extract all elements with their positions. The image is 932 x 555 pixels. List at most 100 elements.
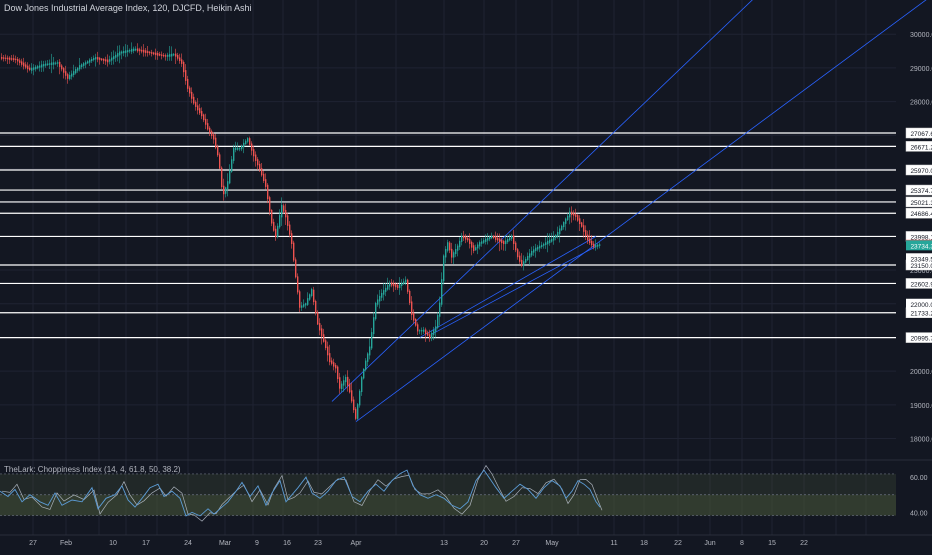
candle-body xyxy=(565,218,567,224)
candle-body xyxy=(355,408,357,419)
candle-body xyxy=(383,290,385,295)
candle-body xyxy=(129,50,131,52)
price-badge-label: 24686.49 xyxy=(910,211,932,218)
candle-body xyxy=(285,209,287,218)
candles[interactable] xyxy=(1,42,601,421)
candle-body xyxy=(437,315,439,328)
candle-body xyxy=(351,390,353,402)
candle-body xyxy=(365,360,367,370)
candle-body xyxy=(505,240,507,245)
chop-band xyxy=(0,473,896,516)
price-badge-label: 27067.63 xyxy=(910,131,932,138)
candle-body xyxy=(497,237,499,241)
x-tick-label: 27 xyxy=(29,540,37,547)
candle-body xyxy=(255,154,257,161)
candle-body xyxy=(407,279,409,292)
candle-body xyxy=(391,282,393,286)
candle-body xyxy=(519,255,521,262)
candle-body xyxy=(337,366,339,380)
candle-body xyxy=(547,240,549,245)
candle-body xyxy=(559,228,561,235)
candle-body xyxy=(449,242,451,251)
candle-body xyxy=(513,235,515,244)
candle-body xyxy=(441,279,443,305)
candle-body xyxy=(595,245,597,248)
trendlines[interactable] xyxy=(331,0,932,422)
candle-body xyxy=(115,54,117,58)
candle-body xyxy=(381,292,383,298)
candle-body xyxy=(3,57,5,59)
x-tick-label: 15 xyxy=(768,540,776,547)
candle-body xyxy=(279,215,281,228)
candle-body xyxy=(303,304,305,307)
candle-body xyxy=(267,184,269,200)
candle-body xyxy=(535,247,537,251)
candle-body xyxy=(421,330,423,332)
candle-body xyxy=(359,390,361,406)
candle-body xyxy=(277,225,279,237)
trendline[interactable] xyxy=(331,0,757,402)
candle-body xyxy=(485,238,487,242)
candle-body xyxy=(63,68,65,73)
trendline[interactable] xyxy=(431,246,597,335)
support-resistance-lines[interactable] xyxy=(0,132,896,339)
trendline[interactable] xyxy=(419,236,597,338)
candle-body xyxy=(205,118,207,125)
candle-body xyxy=(97,57,99,60)
price-badge-label: 25970.07 xyxy=(910,168,932,175)
candle-body xyxy=(291,233,293,244)
candle-body xyxy=(587,234,589,241)
candle-body xyxy=(41,64,43,68)
candle-body xyxy=(203,114,205,121)
candle-body xyxy=(393,283,395,287)
candle-body xyxy=(149,51,151,54)
candle-body xyxy=(173,54,175,56)
candle-body xyxy=(219,154,221,169)
y-tick-label: 28000.00 xyxy=(910,100,932,107)
candle-body xyxy=(343,380,345,386)
candle-body xyxy=(155,52,157,56)
candle-body xyxy=(271,209,273,224)
candle-body xyxy=(479,242,481,247)
candle-body xyxy=(305,303,307,306)
candle-body xyxy=(347,376,349,386)
candle-body xyxy=(367,353,369,362)
price-badge-label: 23349.55 xyxy=(910,256,932,263)
candle-body xyxy=(81,64,83,68)
price-badge-label: 21733.28 xyxy=(910,311,932,318)
x-tick-label: 18 xyxy=(640,540,648,547)
candle-body xyxy=(481,241,483,244)
candle-body xyxy=(517,249,519,258)
x-tick-label: 9 xyxy=(255,540,259,547)
candle-body xyxy=(251,143,253,151)
candle-body xyxy=(577,215,579,221)
candle-body xyxy=(533,249,535,253)
candle-body xyxy=(503,241,505,245)
candle-body xyxy=(333,362,335,367)
candle-body xyxy=(387,285,389,290)
candle-body xyxy=(509,237,511,241)
x-tick-label: May xyxy=(545,540,559,547)
candle-body xyxy=(597,244,599,247)
candle-body xyxy=(145,50,147,53)
price-badge-label: 26671.22 xyxy=(910,144,932,151)
price-badge xyxy=(905,164,932,176)
candle-body xyxy=(323,334,325,342)
x-tick-label: 17 xyxy=(142,540,150,547)
candle-body xyxy=(71,73,73,77)
candle-body xyxy=(541,244,543,247)
candle-body xyxy=(177,55,179,59)
candle-body xyxy=(7,57,9,60)
candle-body xyxy=(353,399,355,411)
trendline[interactable] xyxy=(355,0,932,422)
candle-body xyxy=(301,305,303,308)
candle-body xyxy=(227,181,229,190)
candle-body xyxy=(455,249,457,255)
candle-body xyxy=(137,48,139,52)
candle-body xyxy=(465,236,467,240)
candle-body xyxy=(411,301,413,315)
candle-body xyxy=(527,255,529,261)
candle-body xyxy=(275,228,277,238)
